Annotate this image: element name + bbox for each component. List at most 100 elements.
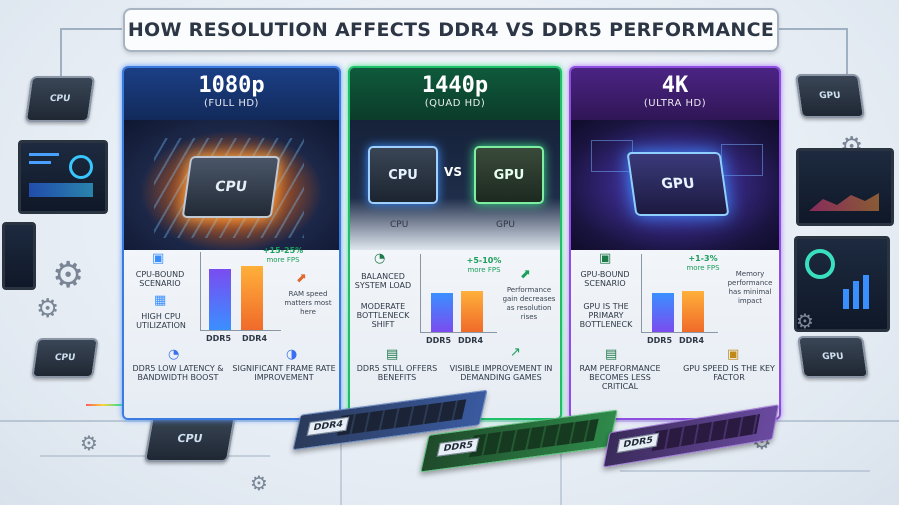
gauge-icon: ◑ [286, 347, 298, 362]
ram-note: RAM speed matters most here [284, 290, 332, 316]
bar-ddr5 [431, 293, 453, 332]
chip-icon: ▦ [154, 293, 167, 308]
bar-ddr5 [209, 269, 231, 330]
gpu-chip-icon: GPU [794, 74, 866, 118]
chip-label: GPU [660, 176, 696, 192]
utilization-label: HIGH CPU UTILIZATION [136, 312, 186, 330]
title-banner: HOW RESOLUTION AFFECTS DDR4 VS DDR5 PERF… [123, 8, 779, 52]
circuit-trace [846, 28, 848, 88]
trend-up-icon: ⬈ [520, 267, 531, 282]
resolution-label: 1440p [421, 73, 489, 98]
scenario-label: GPU-BOUND SCENARIO [580, 270, 630, 288]
panel-1440p: 1440p (QUAD HD) CPU VS GPU CPU GPU ◔ BAL… [348, 66, 562, 420]
cpu-chip-icon: CPU [181, 156, 281, 218]
load-label: BALANCED SYSTEM LOAD [354, 272, 412, 290]
fps-gain: +15-25% [262, 246, 304, 255]
bar-label: DDR4 [458, 336, 484, 345]
chip-label: GPU [818, 91, 842, 101]
fps-gain-note: more FPS [266, 256, 300, 264]
cpu-chip-icon: CPU [31, 338, 99, 378]
panel-header: 4K (ULTRA HD) [571, 68, 779, 120]
chip-label: CPU [49, 94, 71, 104]
fps-gain-note: more FPS [467, 266, 501, 274]
bar-ddr5 [652, 293, 674, 332]
circuit-trace [60, 28, 62, 78]
gpu-speed-note: GPU SPEED IS THE KEY FACTOR [683, 364, 775, 382]
bar-chart [200, 252, 281, 331]
chip-label: GPU [821, 352, 845, 362]
fps-gain: +5-10% [466, 256, 502, 265]
circuit-trace [776, 28, 846, 30]
chip-label: CPU [176, 431, 204, 445]
chip-label: CPU [213, 179, 249, 195]
gpu-caption: GPU [496, 220, 515, 230]
bar-label: DDR5 [647, 336, 673, 345]
resolution-label: 4K [661, 73, 689, 98]
gear-icon: ⚙ [796, 309, 814, 333]
bar-chart [641, 254, 718, 333]
panel-1080p: 1080p (FULL HD) CPU ▣ CPU-BOUND SCENARIO… [122, 66, 341, 420]
resolution-label: 1080p [198, 73, 265, 98]
gpu-chip-icon: ▣ [599, 251, 612, 266]
chip-icon: ▣ [152, 251, 165, 266]
gpu-chip-icon: GPU [474, 146, 544, 204]
circuit-trace [60, 28, 122, 30]
ram-icon: ▤ [605, 347, 618, 362]
bottleneck-label: MODERATE BOTTLENECK SHIFT [356, 302, 410, 329]
memory-note: Memory performance has minimal impact [727, 270, 773, 305]
resolution-subtitle: (FULL HD) [204, 98, 259, 109]
chip-label: GPU [493, 167, 525, 183]
bottleneck-label: GPU IS THE PRIMARY BOTTLENECK [579, 302, 633, 329]
panel-body: ▣ GPU-BOUND SCENARIO GPU IS THE PRIMARY … [571, 250, 779, 418]
cpu-scene: CPU [124, 120, 339, 250]
bar-label: DDR5 [426, 336, 452, 345]
scenario-label: CPU-BOUND SCENARIO [135, 270, 185, 288]
chip-icon: ▣ [727, 347, 740, 362]
stopwatch-icon: ◔ [168, 347, 180, 362]
bar-label: DDR4 [242, 334, 268, 343]
gpu-scene: GPU [571, 120, 779, 250]
ram-icon: ▤ [386, 347, 399, 362]
bar-ddr4 [241, 266, 263, 330]
vs-label: VS [436, 160, 470, 184]
hologram-panel [721, 144, 763, 176]
monitor-icon [796, 148, 894, 226]
ram-critical-note: RAM PERFORMANCE BECOMES LESS CRITICAL [579, 364, 661, 391]
monitor-icon [18, 140, 108, 214]
panel-body: ▣ CPU-BOUND SCENARIO ▦ HIGH CPU UTILIZAT… [124, 246, 339, 418]
bar-label: DDR4 [679, 336, 705, 345]
cpu-chip-icon: CPU [368, 146, 438, 204]
circuit-trace [340, 415, 342, 505]
monitor-icon [794, 236, 890, 332]
gpu-chip-icon: GPU [626, 152, 730, 216]
panel-4k: 4K (ULTRA HD) GPU ▣ GPU-BOUND SCENARIO G… [569, 66, 781, 420]
bar-label: DDR5 [206, 334, 232, 343]
bar-ddr4 [682, 291, 704, 332]
rainbow-stripe [86, 404, 136, 406]
cpu-chip-icon: CPU [143, 414, 237, 462]
vs-text: VS [444, 165, 462, 179]
gain-decrease-note: Performance gain decreases as resolution… [502, 286, 556, 321]
resolution-subtitle: (QUAD HD) [424, 98, 486, 109]
chip-label: CPU [54, 353, 76, 363]
fps-gain: +1-3% [688, 254, 718, 263]
cpu-caption: CPU [390, 220, 409, 230]
panel-header: 1080p (FULL HD) [124, 68, 339, 120]
panel-body: ◔ BALANCED SYSTEM LOAD MODERATE BOTTLENE… [350, 250, 560, 418]
page-title: HOW RESOLUTION AFFECTS DDR4 VS DDR5 PERF… [127, 19, 775, 41]
circuit-trace [560, 415, 562, 505]
framerate-note: SIGNIFICANT FRAME RATE IMPROVEMENT [232, 364, 336, 382]
gpu-chip-icon: GPU [797, 336, 869, 378]
gear-icon: ⚙ [250, 471, 268, 495]
benefits-note: DDR5 STILL OFFERS BENEFITS [356, 364, 438, 382]
trend-up-icon: ↗ [510, 345, 521, 360]
fps-gain-note: more FPS [686, 264, 720, 272]
bar-chart [420, 254, 497, 333]
latency-note: DDR5 LOW LATENCY & BANDWIDTH BOOST [132, 364, 224, 382]
trend-up-icon: ⬈ [296, 271, 307, 286]
monitor-icon [2, 222, 36, 290]
bar-ddr4 [461, 291, 483, 332]
cpu-vs-gpu-scene: CPU VS GPU CPU GPU [350, 120, 560, 250]
cpu-chip-icon: CPU [24, 76, 96, 122]
